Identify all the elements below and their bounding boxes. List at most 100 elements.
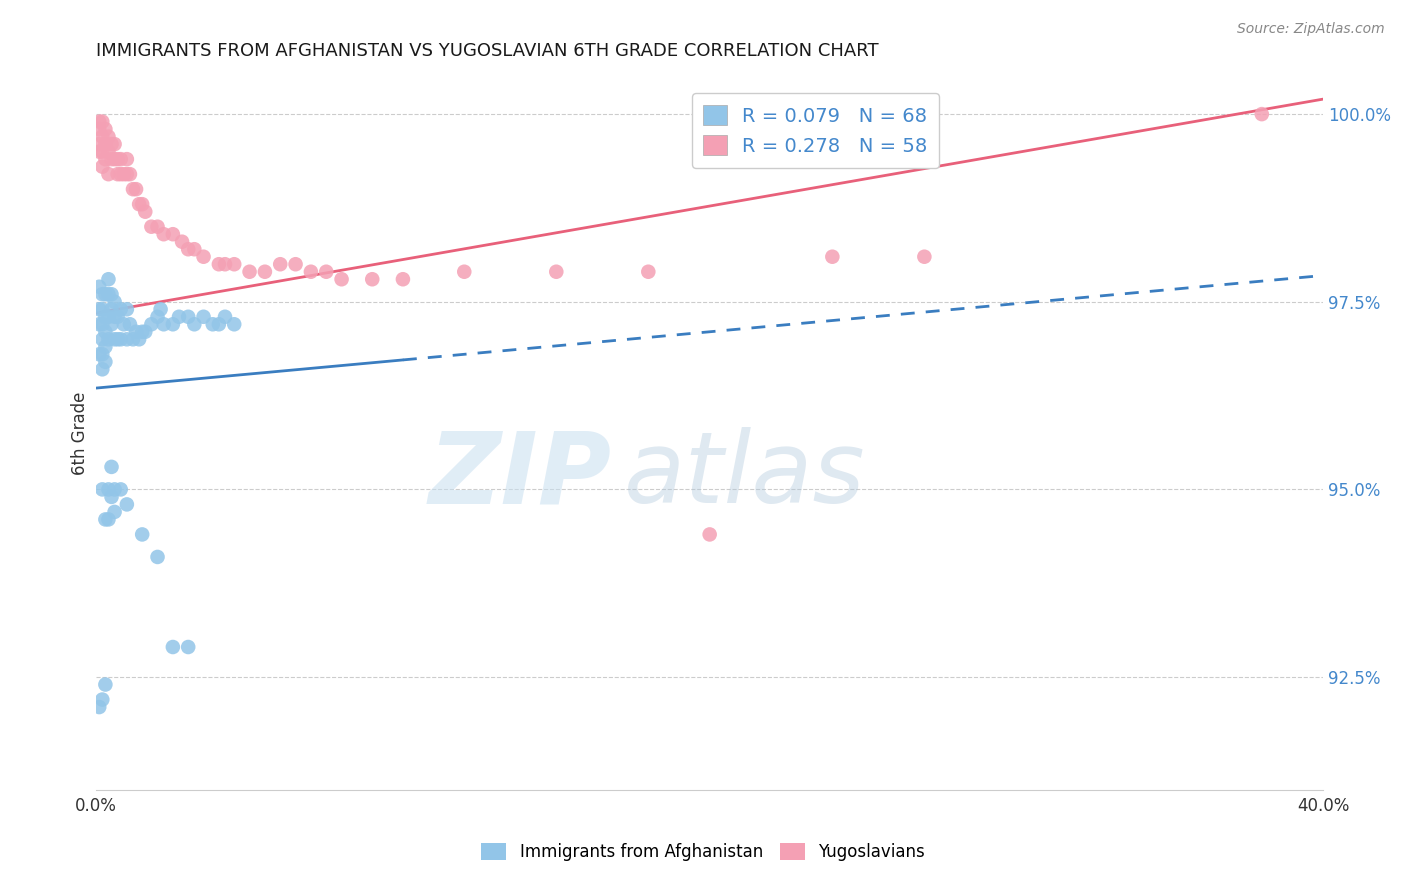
- Point: [94, 287, 117, 301]
- Point: [912, 250, 935, 264]
- Point: [128, 332, 150, 346]
- Point: [103, 332, 125, 346]
- Point: [177, 242, 200, 256]
- Point: [94, 152, 117, 166]
- Point: [97, 272, 120, 286]
- Point: [89, 347, 111, 361]
- Point: [170, 235, 193, 249]
- Point: [89, 145, 111, 159]
- Point: [201, 318, 224, 332]
- Point: [91, 483, 114, 497]
- Point: [103, 483, 125, 497]
- Point: [97, 310, 120, 324]
- Point: [269, 257, 291, 271]
- Point: [110, 167, 132, 181]
- Point: [100, 152, 122, 166]
- Point: [330, 272, 353, 286]
- Point: [637, 265, 659, 279]
- Point: [103, 505, 125, 519]
- Point: [91, 692, 114, 706]
- Point: [91, 145, 114, 159]
- Point: [115, 302, 138, 317]
- Point: [110, 332, 132, 346]
- Point: [110, 152, 132, 166]
- Point: [107, 310, 129, 324]
- Point: [118, 167, 141, 181]
- Point: [193, 250, 215, 264]
- Point: [100, 302, 122, 317]
- Y-axis label: 6th Grade: 6th Grade: [72, 392, 89, 475]
- Point: [134, 204, 156, 219]
- Point: [122, 332, 145, 346]
- Point: [299, 265, 322, 279]
- Point: [146, 549, 169, 564]
- Point: [97, 145, 120, 159]
- Point: [546, 265, 568, 279]
- Point: [253, 265, 276, 279]
- Point: [110, 302, 132, 317]
- Point: [149, 302, 172, 317]
- Point: [91, 347, 114, 361]
- Point: [183, 318, 205, 332]
- Point: [167, 310, 190, 324]
- Point: [94, 325, 117, 339]
- Point: [94, 340, 117, 354]
- Point: [699, 527, 721, 541]
- Point: [125, 182, 148, 196]
- Point: [162, 640, 184, 654]
- Point: [103, 137, 125, 152]
- Point: [94, 122, 117, 136]
- Point: [115, 497, 138, 511]
- Point: [89, 279, 111, 293]
- Point: [110, 483, 132, 497]
- Point: [89, 114, 111, 128]
- Point: [122, 182, 145, 196]
- Point: [392, 272, 415, 286]
- Point: [141, 219, 163, 234]
- Point: [91, 287, 114, 301]
- Point: [1250, 107, 1272, 121]
- Point: [97, 167, 120, 181]
- Point: [89, 302, 111, 317]
- Point: [141, 318, 163, 332]
- Point: [315, 265, 337, 279]
- Point: [100, 137, 122, 152]
- Point: [100, 287, 122, 301]
- Point: [208, 257, 231, 271]
- Point: [128, 197, 150, 211]
- Point: [89, 318, 111, 332]
- Point: [238, 265, 260, 279]
- Point: [131, 527, 153, 541]
- Point: [214, 257, 236, 271]
- Point: [177, 640, 200, 654]
- Point: [152, 318, 174, 332]
- Point: [89, 700, 111, 714]
- Point: [125, 325, 148, 339]
- Point: [94, 137, 117, 152]
- Point: [152, 227, 174, 242]
- Point: [112, 318, 135, 332]
- Text: IMMIGRANTS FROM AFGHANISTAN VS YUGOSLAVIAN 6TH GRADE CORRELATION CHART: IMMIGRANTS FROM AFGHANISTAN VS YUGOSLAVI…: [96, 42, 879, 60]
- Text: atlas: atlas: [624, 427, 866, 524]
- Point: [103, 152, 125, 166]
- Point: [224, 257, 246, 271]
- Point: [134, 325, 156, 339]
- Point: [131, 197, 153, 211]
- Point: [91, 114, 114, 128]
- Point: [89, 137, 111, 152]
- Point: [100, 490, 122, 504]
- Point: [214, 310, 236, 324]
- Point: [97, 332, 120, 346]
- Point: [193, 310, 215, 324]
- Point: [146, 219, 169, 234]
- Point: [118, 318, 141, 332]
- Point: [284, 257, 307, 271]
- Point: [115, 332, 138, 346]
- Point: [91, 332, 114, 346]
- Point: [97, 287, 120, 301]
- Point: [97, 483, 120, 497]
- Legend: R = 0.079   N = 68, R = 0.278   N = 58: R = 0.079 N = 68, R = 0.278 N = 58: [692, 94, 939, 168]
- Point: [103, 310, 125, 324]
- Point: [100, 459, 122, 474]
- Point: [107, 152, 129, 166]
